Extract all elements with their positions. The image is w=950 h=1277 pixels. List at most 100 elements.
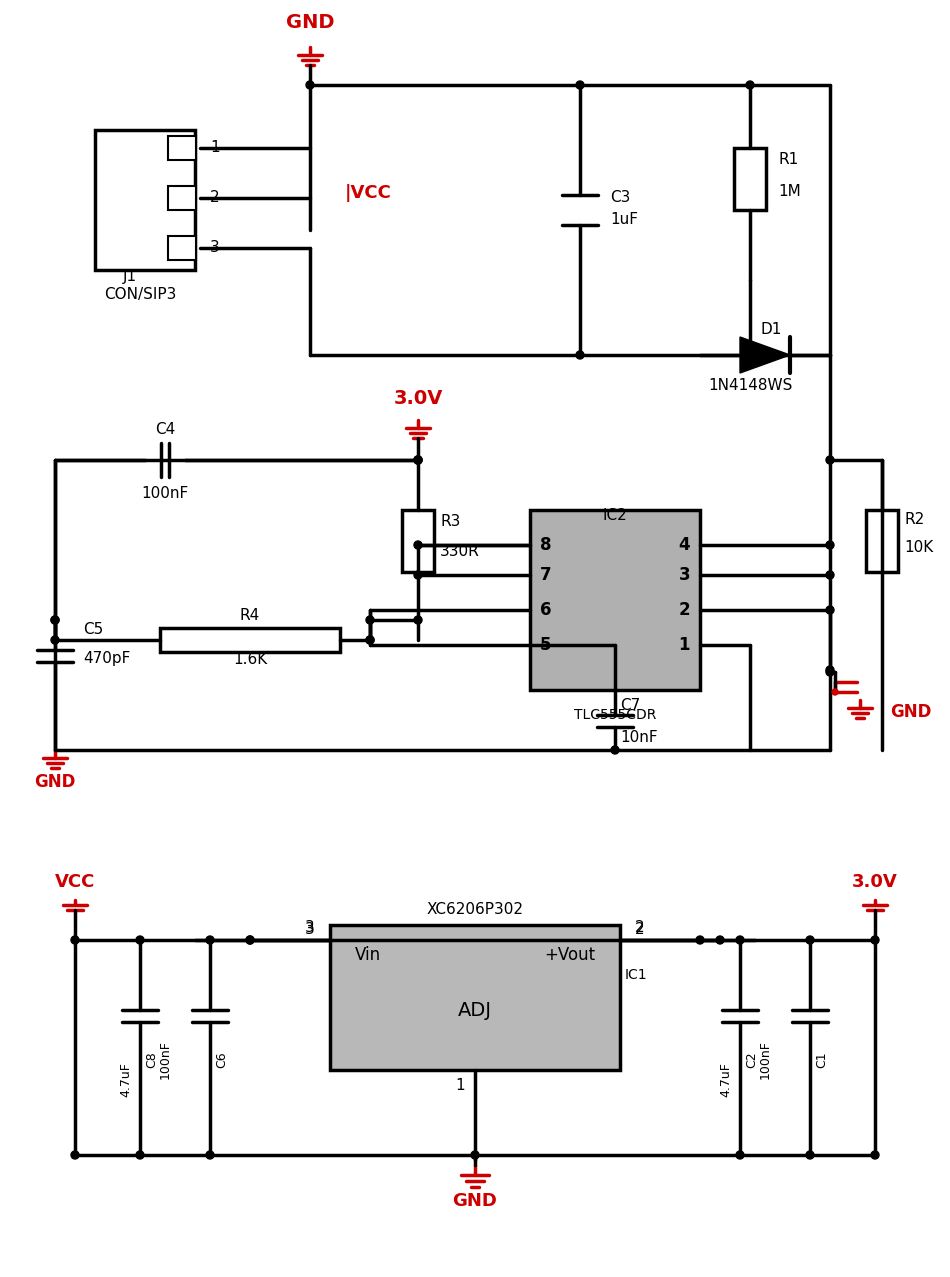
FancyBboxPatch shape xyxy=(95,130,195,269)
Text: IC1: IC1 xyxy=(625,968,648,982)
Text: R1: R1 xyxy=(778,152,798,167)
Text: R4: R4 xyxy=(239,608,260,622)
FancyBboxPatch shape xyxy=(866,510,898,572)
Text: 100nF: 100nF xyxy=(159,1041,172,1079)
Text: C7: C7 xyxy=(620,697,640,713)
Circle shape xyxy=(414,456,422,464)
Text: 1.6K: 1.6K xyxy=(233,653,267,668)
Circle shape xyxy=(306,80,314,89)
Text: IC2: IC2 xyxy=(602,507,627,522)
Text: 3: 3 xyxy=(305,921,315,936)
FancyBboxPatch shape xyxy=(402,510,434,572)
Text: 4.7uF: 4.7uF xyxy=(719,1062,732,1097)
Text: Vin: Vin xyxy=(355,946,381,964)
Circle shape xyxy=(826,667,834,674)
Circle shape xyxy=(736,1151,744,1160)
FancyBboxPatch shape xyxy=(160,628,340,653)
FancyBboxPatch shape xyxy=(330,925,620,1070)
Text: 4.7uF: 4.7uF xyxy=(120,1062,132,1097)
Text: 1uF: 1uF xyxy=(610,212,638,227)
Circle shape xyxy=(826,607,834,614)
Circle shape xyxy=(826,456,834,464)
Circle shape xyxy=(832,690,838,695)
Text: C4: C4 xyxy=(155,423,175,438)
Text: 100nF: 100nF xyxy=(142,485,189,501)
Text: D1: D1 xyxy=(760,323,781,337)
Circle shape xyxy=(746,351,754,359)
Circle shape xyxy=(826,541,834,549)
Text: 2: 2 xyxy=(210,190,219,206)
Text: 10nF: 10nF xyxy=(620,730,657,746)
Text: |VCC: |VCC xyxy=(345,184,391,202)
Circle shape xyxy=(716,936,724,944)
Text: 2: 2 xyxy=(635,921,645,936)
Text: 6: 6 xyxy=(540,601,552,619)
Text: C5: C5 xyxy=(83,622,104,637)
Text: R3: R3 xyxy=(440,515,461,530)
Circle shape xyxy=(206,1151,214,1160)
Text: J1: J1 xyxy=(123,269,137,285)
Circle shape xyxy=(576,80,584,89)
Text: 5: 5 xyxy=(540,636,552,654)
Circle shape xyxy=(414,571,422,578)
Text: GND: GND xyxy=(34,773,76,790)
Text: 1: 1 xyxy=(455,1078,465,1093)
Text: 330R: 330R xyxy=(440,544,480,559)
Circle shape xyxy=(414,456,422,464)
Text: C1: C1 xyxy=(815,1052,828,1069)
Text: VCC: VCC xyxy=(55,873,95,891)
Circle shape xyxy=(71,1151,79,1160)
Text: 1: 1 xyxy=(210,140,219,156)
Text: C3: C3 xyxy=(610,190,631,206)
Circle shape xyxy=(366,636,374,644)
Circle shape xyxy=(71,936,79,944)
Text: 7: 7 xyxy=(540,566,552,584)
Circle shape xyxy=(366,636,374,644)
FancyBboxPatch shape xyxy=(734,148,766,209)
Circle shape xyxy=(826,571,834,578)
Text: 1N4148WS: 1N4148WS xyxy=(708,378,792,392)
Circle shape xyxy=(696,936,704,944)
Circle shape xyxy=(736,936,744,944)
Text: 4: 4 xyxy=(678,536,690,554)
Circle shape xyxy=(871,936,879,944)
FancyBboxPatch shape xyxy=(168,186,196,209)
Circle shape xyxy=(136,936,144,944)
Text: +Vout: +Vout xyxy=(543,946,595,964)
Text: C2: C2 xyxy=(746,1052,758,1069)
Text: 2: 2 xyxy=(635,922,645,937)
Text: GND: GND xyxy=(286,13,334,32)
Text: 3.0V: 3.0V xyxy=(852,873,898,891)
Circle shape xyxy=(414,456,422,464)
Text: 1: 1 xyxy=(678,636,690,654)
Text: 3: 3 xyxy=(305,922,315,937)
Circle shape xyxy=(806,936,814,944)
Circle shape xyxy=(246,936,254,944)
Text: R2: R2 xyxy=(904,512,924,527)
Circle shape xyxy=(826,668,834,676)
Circle shape xyxy=(414,541,422,549)
Text: 3.0V: 3.0V xyxy=(393,388,443,407)
Text: 100nF: 100nF xyxy=(758,1041,771,1079)
Circle shape xyxy=(51,636,59,644)
Text: CON/SIP3: CON/SIP3 xyxy=(104,287,176,303)
Circle shape xyxy=(471,1151,479,1160)
Circle shape xyxy=(611,746,619,753)
Text: 3: 3 xyxy=(210,240,219,255)
FancyBboxPatch shape xyxy=(530,510,700,690)
Circle shape xyxy=(51,616,59,624)
Circle shape xyxy=(366,616,374,624)
Text: C6: C6 xyxy=(216,1052,229,1069)
Circle shape xyxy=(206,936,214,944)
Text: 1M: 1M xyxy=(778,184,801,199)
Text: ADJ: ADJ xyxy=(458,1000,492,1019)
Text: 470pF: 470pF xyxy=(83,650,130,665)
Text: TLC555CDR: TLC555CDR xyxy=(574,707,656,722)
Polygon shape xyxy=(740,337,790,373)
Text: XC6206P302: XC6206P302 xyxy=(427,903,523,917)
Text: 3: 3 xyxy=(678,566,690,584)
Circle shape xyxy=(51,616,59,624)
Text: 8: 8 xyxy=(540,536,552,554)
FancyBboxPatch shape xyxy=(168,236,196,261)
Text: GND: GND xyxy=(452,1191,498,1211)
